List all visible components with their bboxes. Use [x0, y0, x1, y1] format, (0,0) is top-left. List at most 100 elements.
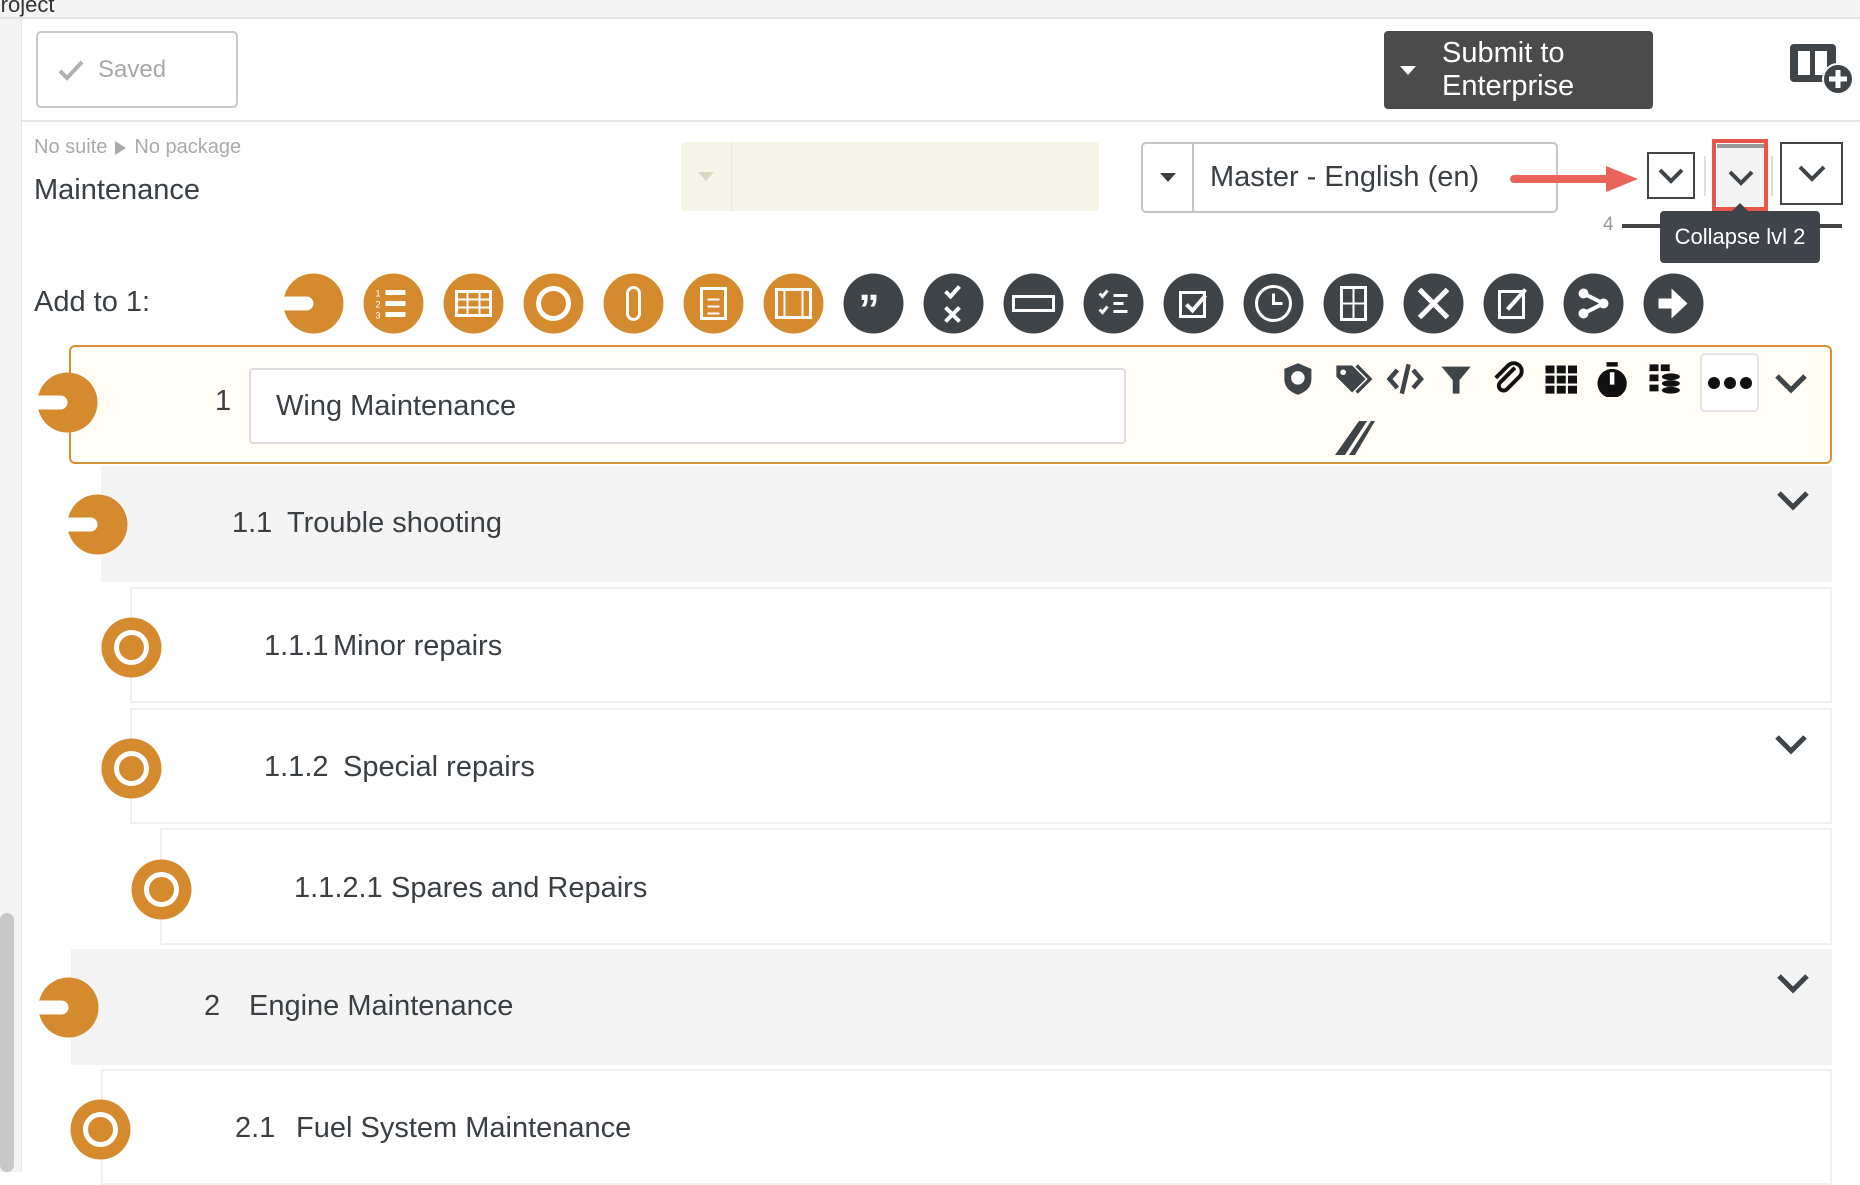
scrollbar[interactable]: [0, 913, 14, 1172]
input-field-icon[interactable]: [1002, 272, 1065, 335]
step-icon[interactable]: [69, 1098, 132, 1161]
left-panel-edge: [0, 19, 22, 1172]
chevron-down-icon[interactable]: [1776, 973, 1810, 995]
tree-row[interactable]: 1.1.2.1 Spares and Repairs: [131, 828, 1832, 945]
chevron-down-icon: [1798, 165, 1825, 182]
signoff-icon[interactable]: [1482, 272, 1545, 335]
divider: [1704, 156, 1706, 196]
tags-icon[interactable]: [1329, 361, 1373, 397]
svg-text:2: 2: [376, 300, 381, 310]
item-number: 2: [204, 990, 221, 1022]
item-title[interactable]: Minor repairs: [333, 630, 503, 662]
chevron-down-icon: [1658, 168, 1684, 184]
section-title-value: Wing Maintenance: [276, 389, 517, 422]
item-number: 1.1.1: [264, 630, 329, 662]
item-title[interactable]: Engine Maintenance: [249, 990, 514, 1022]
divider: [22, 120, 1860, 122]
grid-icon[interactable]: [1537, 361, 1581, 397]
section-icon[interactable]: [37, 976, 100, 1039]
branch-icon[interactable]: [1562, 272, 1625, 335]
tree-row[interactable]: 2.1 Fuel System Maintenance: [70, 1069, 1832, 1185]
more-options-button[interactable]: [1700, 353, 1759, 412]
database-icon[interactable]: [1641, 361, 1685, 397]
tree-row-selected[interactable]: 1 Wing Maintenance: [36, 345, 1832, 464]
arrow-right-icon: [115, 140, 127, 155]
caret-down-icon: [1159, 173, 1176, 182]
collapse-level-1-button[interactable]: [1647, 152, 1695, 199]
chevron-down-icon[interactable]: [1774, 373, 1808, 395]
caret-down-icon: [1400, 65, 1416, 75]
tree-row[interactable]: 1.1.1 Minor repairs: [101, 587, 1832, 703]
step-icon[interactable]: [522, 272, 585, 335]
item-number: 1.1.2: [264, 751, 329, 783]
shield-icon[interactable]: [1277, 361, 1321, 397]
go-to-icon[interactable]: [1642, 272, 1705, 335]
language-selected: Master - English (en): [1210, 161, 1480, 193]
row-tools: [1277, 361, 1685, 397]
step-icon[interactable]: [100, 737, 163, 800]
media-icon[interactable]: [762, 272, 825, 335]
item-title[interactable]: Fuel System Maintenance: [296, 1112, 632, 1144]
item-number: 1.1: [232, 507, 273, 539]
tooltip: Collapse lvl 2: [1660, 203, 1820, 263]
timer-icon[interactable]: [1242, 272, 1305, 335]
add-to-label: Add to 1:: [34, 286, 151, 318]
item-title[interactable]: Trouble shooting: [287, 507, 502, 539]
tools-icon[interactable]: [1402, 272, 1465, 335]
filter-icon[interactable]: [1433, 361, 1477, 397]
tree-row[interactable]: 1.1.2 Special repairs: [101, 708, 1832, 824]
stopwatch-icon[interactable]: [1589, 361, 1633, 397]
edit-style-icon[interactable]: [1333, 417, 1377, 457]
check-icon: [58, 60, 84, 81]
section-icon[interactable]: [282, 272, 345, 335]
item-number: 2.1: [235, 1112, 276, 1144]
add-layout-icon[interactable]: [1788, 42, 1854, 96]
item-title[interactable]: Special repairs: [343, 751, 535, 783]
step-icon[interactable]: [100, 616, 163, 679]
item-title[interactable]: Spares and Repairs: [391, 871, 648, 904]
top-breadcrumb-bar: Project: [0, 0, 1860, 19]
saved-button[interactable]: Saved: [36, 31, 238, 108]
collapse-all-button[interactable]: [1780, 142, 1843, 205]
item-number: 1: [215, 384, 232, 417]
caret-down-icon: [698, 172, 714, 181]
tree-row[interactable]: 1.1 Trouble shooting: [66, 466, 1832, 582]
status-dropdown[interactable]: [681, 142, 1099, 211]
pass-fail-icon[interactable]: [922, 272, 985, 335]
svg-text:1: 1: [376, 289, 381, 299]
sequence-icon[interactable]: [602, 272, 665, 335]
section-title-input[interactable]: Wing Maintenance: [249, 368, 1126, 444]
submit-label: Submit to Enterprise: [1442, 37, 1575, 102]
step-icon[interactable]: [130, 858, 193, 921]
chevron-down-icon[interactable]: [1776, 490, 1810, 512]
annotation-arrow-icon: [1510, 166, 1638, 192]
tree-row[interactable]: 2 Engine Maintenance: [37, 949, 1832, 1065]
paperclip-icon[interactable]: [1485, 361, 1529, 397]
svg-text:”: ”: [859, 286, 880, 333]
document-title: Maintenance: [34, 174, 201, 206]
quote-icon[interactable]: ”: [842, 272, 905, 335]
max-level-label: 4: [1603, 214, 1614, 235]
svg-text:3: 3: [376, 311, 381, 321]
submit-to-enterprise-button[interactable]: Submit to Enterprise: [1384, 31, 1653, 109]
package-link[interactable]: No package: [134, 136, 242, 158]
language-select[interactable]: Master - English (en): [1141, 142, 1558, 213]
checklist-clipboard-icon[interactable]: [682, 272, 745, 335]
divider: [1771, 156, 1773, 196]
collapse-level-2-button[interactable]: [1717, 144, 1765, 208]
section-icon[interactable]: [66, 493, 129, 556]
calculator-icon[interactable]: [1322, 272, 1385, 335]
code-icon[interactable]: [1381, 361, 1425, 397]
chevron-down-icon[interactable]: [1774, 734, 1808, 756]
table-icon[interactable]: [442, 272, 505, 335]
checkbox-icon[interactable]: [1162, 272, 1225, 335]
suite-link[interactable]: No suite: [34, 136, 108, 158]
highlight-box: [1712, 139, 1768, 211]
section-icon[interactable]: [36, 371, 99, 434]
project-breadcrumb[interactable]: Project: [0, 0, 55, 17]
chevron-down-icon: [1728, 170, 1754, 186]
breadcrumb: No suite No package: [34, 136, 241, 159]
language-dropdown-toggle[interactable]: [1143, 144, 1194, 211]
checklist-icon[interactable]: [1082, 272, 1145, 335]
